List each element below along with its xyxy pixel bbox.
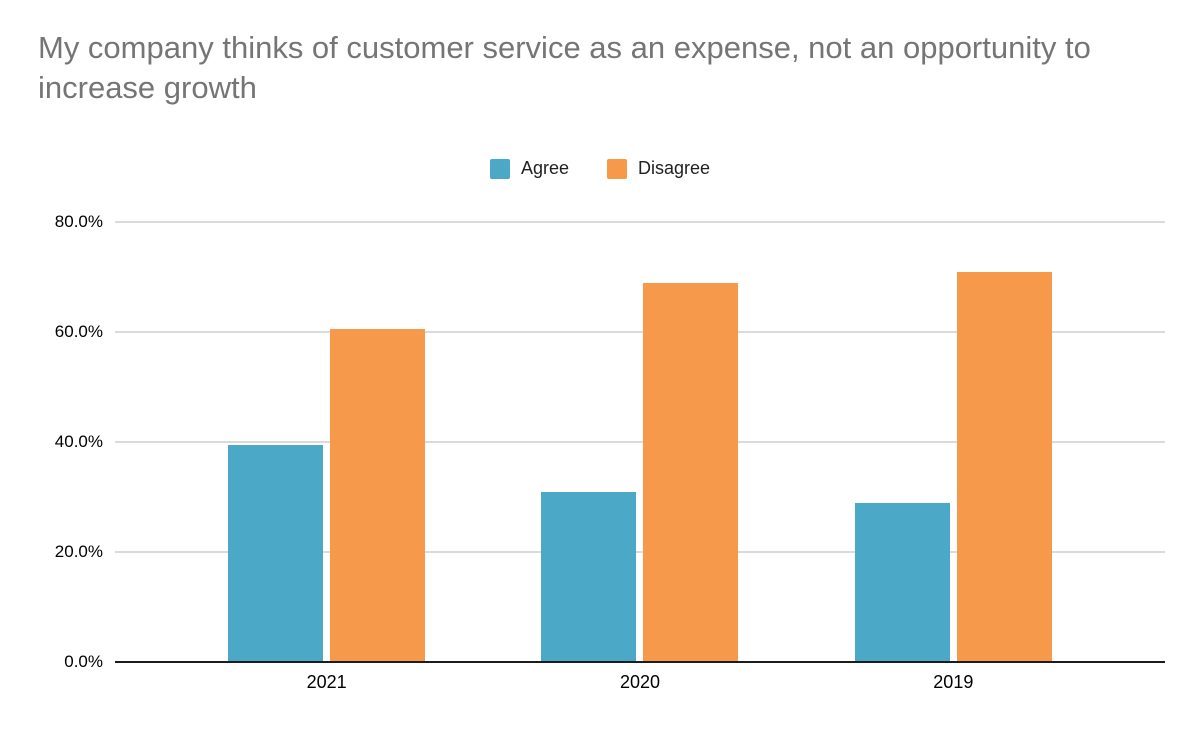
legend-item-agree: Agree — [489, 158, 569, 179]
bar-groups — [115, 222, 1165, 662]
legend-item-disagree: Disagree — [607, 158, 710, 179]
y-axis-tick-label: 60.0% — [54, 322, 103, 341]
bar-group-2021 — [170, 222, 483, 662]
chart-legend: Agree Disagree — [0, 158, 1200, 179]
legend-label-disagree: Disagree — [638, 158, 711, 178]
legend-label-agree: Agree — [520, 158, 569, 178]
bar-group-2020 — [483, 222, 796, 662]
y-axis-tick-label: 80.0% — [54, 212, 103, 231]
y-axis-tick-label: 40.0% — [54, 432, 103, 451]
chart-title: My company thinks of customer service as… — [38, 30, 1091, 106]
bar-agree-2019 — [854, 502, 950, 662]
bar-agree-2020 — [541, 491, 637, 662]
legend-swatch-agree-icon — [489, 158, 510, 179]
x-axis-line — [115, 661, 1165, 663]
bar-agree-2021 — [228, 444, 324, 662]
legend-swatch-disagree-icon — [607, 158, 627, 179]
plot-area — [115, 221, 1165, 663]
gridline-40 — [115, 441, 1165, 443]
y-axis-tick-label: 0.0% — [64, 652, 103, 671]
gridline-80 — [115, 221, 1165, 223]
x-axis-tick-label: 2020 — [619, 672, 661, 692]
x-axis-tick-label: 2019 — [933, 672, 974, 692]
x-axis-tick-label: 2021 — [306, 672, 347, 692]
bar-disagree-2021 — [330, 329, 426, 662]
bar-disagree-2019 — [956, 271, 1052, 662]
gridline-20 — [115, 551, 1165, 553]
bar-group-2019 — [797, 222, 1110, 662]
bar-disagree-2020 — [643, 282, 739, 662]
y-axis-tick-label: 20.0% — [54, 542, 103, 561]
y-axis: 0.0% 20.0% 40.0% 60.0% 80.0% — [0, 212, 103, 671]
x-axis: 2021 2020 2019 — [115, 672, 1165, 693]
gridline-60 — [115, 331, 1165, 333]
